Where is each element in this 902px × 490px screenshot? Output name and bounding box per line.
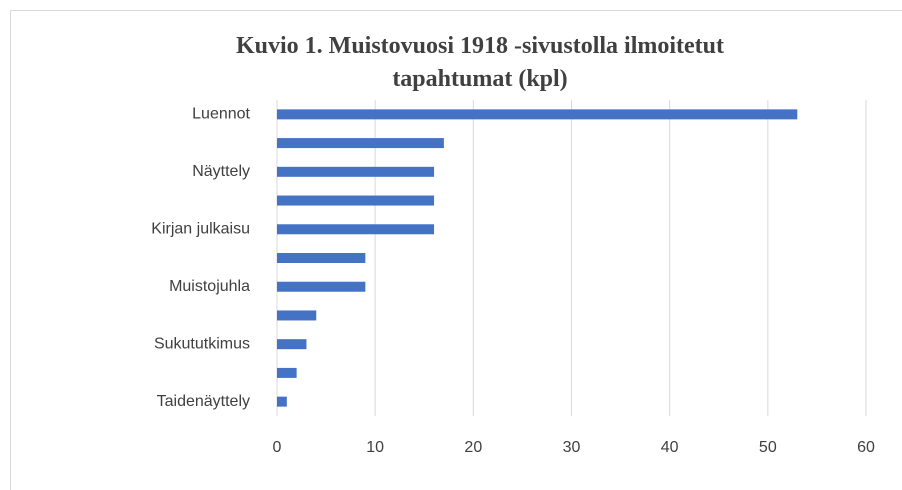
x-tick-label: 30 <box>563 439 581 456</box>
bar <box>277 253 366 263</box>
bar <box>277 396 287 407</box>
bar <box>277 166 435 177</box>
y-tick-label: Näyttely <box>192 163 250 180</box>
x-tick-label: 60 <box>857 439 875 456</box>
bar <box>277 138 444 149</box>
y-tick-label: Muistojuhla <box>169 278 250 295</box>
y-tick-label: Kirjan julkaisu <box>151 220 250 237</box>
x-tick-label: 50 <box>759 439 777 456</box>
bar <box>277 195 435 206</box>
bar <box>277 339 307 350</box>
bar <box>277 281 366 292</box>
x-tick-label: 20 <box>464 439 482 456</box>
x-tick-label: 10 <box>366 439 384 456</box>
x-tick-label: 40 <box>661 439 679 456</box>
bar <box>277 367 297 378</box>
bar <box>277 224 435 235</box>
bar <box>277 109 798 120</box>
y-tick-label: Sukututkimus <box>154 335 250 352</box>
x-tick-label: 0 <box>273 439 282 456</box>
chart-title: Kuvio 1. Muistovuosi 1918 -sivustolla il… <box>235 33 725 92</box>
y-tick-label: Luennot <box>192 106 250 123</box>
bar <box>277 310 317 321</box>
chart-frame <box>10 10 902 490</box>
y-tick-label: Taidenäyttely <box>157 393 250 410</box>
